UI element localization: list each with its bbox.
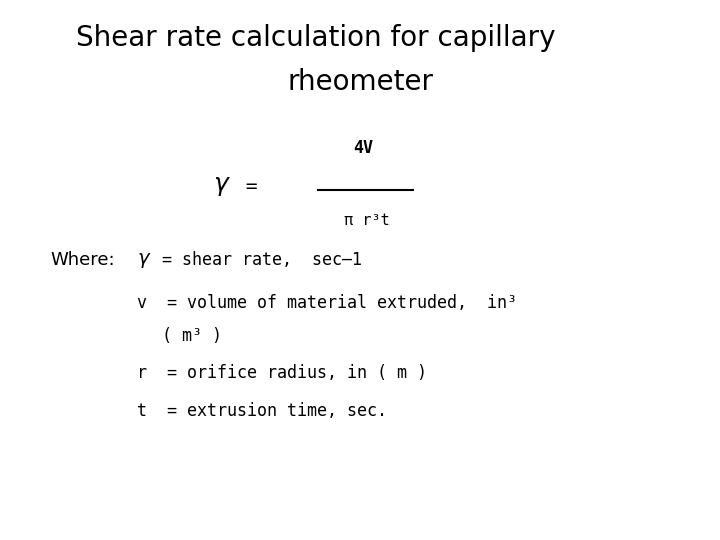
Text: = shear rate,  sec—1: = shear rate, sec—1 <box>162 251 362 269</box>
Text: $\mathit{\gamma}$: $\mathit{\gamma}$ <box>212 174 230 198</box>
Text: ( m³ ): ( m³ ) <box>162 327 222 345</box>
Text: 4V: 4V <box>354 139 374 157</box>
Text: v  = volume of material extruded,  in³: v = volume of material extruded, in³ <box>137 294 517 312</box>
Text: =: = <box>234 177 258 196</box>
Text: rheometer: rheometer <box>287 68 433 96</box>
Text: π r³t: π r³t <box>344 213 390 228</box>
Text: $\mathit{\gamma}$: $\mathit{\gamma}$ <box>137 251 151 270</box>
Text: t  = extrusion time, sec.: t = extrusion time, sec. <box>137 402 387 420</box>
Text: r  = orifice radius, in ( m ): r = orifice radius, in ( m ) <box>137 364 427 382</box>
Text: Where:: Where: <box>50 251 115 269</box>
Text: Shear rate calculation for capillary: Shear rate calculation for capillary <box>76 24 555 52</box>
